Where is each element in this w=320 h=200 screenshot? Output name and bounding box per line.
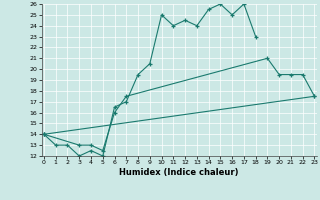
X-axis label: Humidex (Indice chaleur): Humidex (Indice chaleur) [119, 168, 239, 177]
